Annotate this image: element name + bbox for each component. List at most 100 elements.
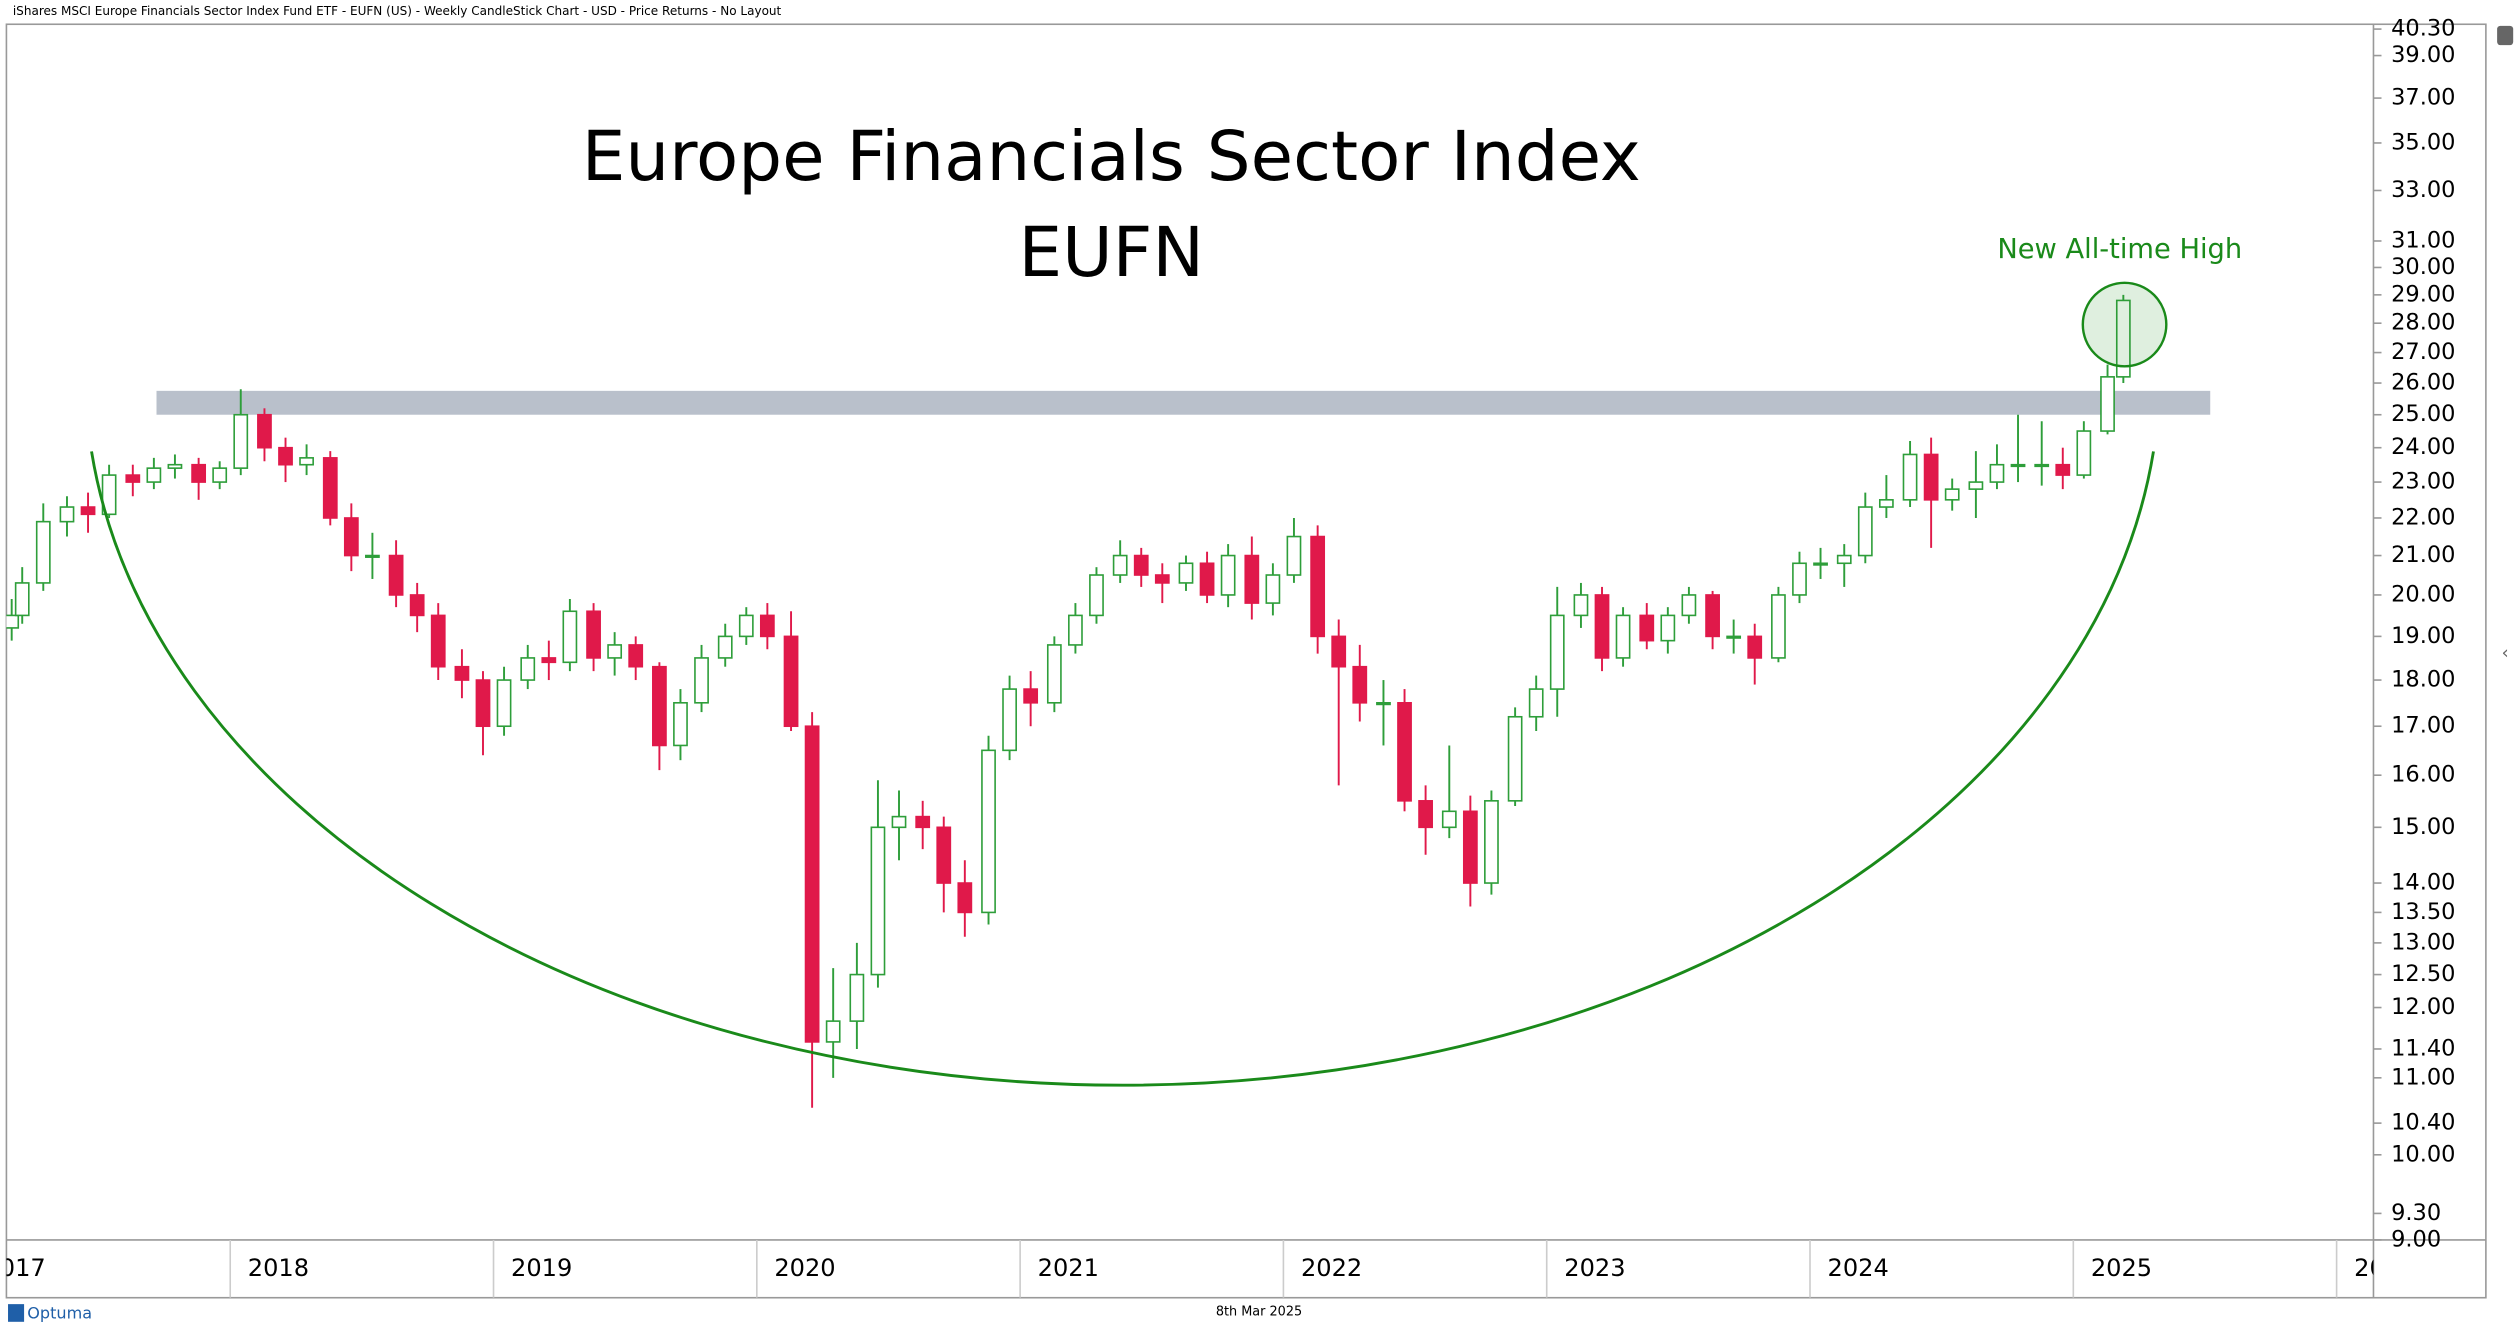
candle-body [1418, 800, 1433, 829]
candle-body [257, 413, 272, 449]
candle-body [1771, 594, 1786, 659]
candle-body [322, 457, 338, 519]
candle-body [6, 614, 20, 629]
header: iShares MSCI Europe Financials Sector In… [13, 4, 782, 18]
candle-body [2010, 463, 2026, 468]
candle-body [1352, 665, 1368, 704]
y-tick-label: 28.00 [2391, 310, 2455, 336]
candle-body [804, 725, 820, 1043]
candle-body [1244, 554, 1260, 604]
candle-body [1199, 562, 1215, 596]
y-tick-label: 20.00 [2391, 581, 2455, 607]
chart-subtitle: EUFN [1018, 213, 1204, 293]
y-tick-label: 12.00 [2391, 994, 2455, 1020]
y-tick-label: 31.00 [2391, 227, 2455, 253]
y-tick-label: 29.00 [2391, 281, 2455, 307]
y-tick-label: 10.40 [2391, 1110, 2455, 1136]
y-tick-label: 16.00 [2391, 762, 2455, 788]
candle-body [759, 614, 775, 638]
y-tick-label: 14.00 [2391, 870, 2455, 896]
candle-body [652, 665, 667, 747]
x-tick-label: 2021 [1038, 1254, 1099, 1282]
frame [5, 23, 2487, 1299]
candle-body [1462, 810, 1478, 884]
candle-body [343, 517, 359, 557]
candle-body [1944, 488, 1960, 501]
highlight-circle [2081, 281, 2168, 368]
candle-body [849, 973, 865, 1022]
candle-body [1046, 644, 1062, 704]
candle-body [59, 506, 75, 523]
x-tick-label: 2022 [1301, 1254, 1362, 1282]
chart-title: Europe Financials Sector Index [582, 117, 1641, 197]
x-tick-label: 2024 [1828, 1254, 1889, 1282]
cup-arc [90, 451, 2155, 1087]
y-tick-label: 25.00 [2391, 401, 2455, 427]
y-tick-label: 40.30 [2391, 16, 2455, 42]
candle-body [101, 474, 117, 516]
candle-body [1726, 635, 1742, 639]
candle-body [541, 657, 557, 664]
y-tick-label: 10.00 [2391, 1141, 2455, 1167]
candle-body [191, 463, 207, 483]
candle-body [783, 635, 799, 728]
resistance-band [156, 390, 2211, 415]
candle-body [1878, 499, 1894, 508]
candle-body [1133, 554, 1149, 576]
candle-body [1154, 574, 1170, 584]
candle-body [233, 413, 249, 469]
lock-icon[interactable] [2497, 25, 2514, 46]
y-tick-label: 11.00 [2391, 1064, 2455, 1090]
candle-body [2115, 299, 2131, 378]
candle-body [146, 467, 162, 483]
candle-body [1747, 635, 1763, 659]
x-tick-label: 2023 [1564, 1254, 1625, 1282]
candle-body [1615, 614, 1631, 659]
candle-body [2034, 463, 2050, 468]
x-tick-label: 2025 [2091, 1254, 2152, 1282]
candle-body [1507, 715, 1523, 802]
candle-body [1089, 574, 1104, 617]
candle-body [1549, 614, 1565, 690]
candle-body [80, 506, 96, 516]
candle-body [1989, 463, 2005, 483]
candle-body [870, 826, 886, 976]
candle-body [2076, 430, 2092, 476]
candle-body [1639, 614, 1655, 642]
y-tick-label: 30.00 [2391, 254, 2455, 280]
candle-body [1836, 554, 1852, 565]
y-tick-label: 35.00 [2391, 129, 2455, 155]
y-tick-label: 24.00 [2391, 434, 2455, 460]
y-tick-label: 15.00 [2391, 814, 2455, 840]
y-tick-label: 33.00 [2391, 177, 2455, 203]
footer-date: 8th Mar 2025 [1216, 1305, 1302, 1320]
y-tick-label: 12.50 [2391, 961, 2455, 987]
y-tick-label: 22.00 [2391, 504, 2455, 530]
candle-body [1923, 453, 1939, 501]
candle-body [1902, 453, 1918, 501]
x-axis: 2017 2018 2019 2020 2021 2022 2023 2024 2025 2026 [6, 1239, 2373, 1298]
y-tick-label: 37.00 [2391, 85, 2455, 111]
candle-body [430, 614, 446, 668]
y-tick-label: 19.00 [2391, 623, 2455, 649]
plot-area [6, 294, 2211, 1108]
candle-body [694, 657, 709, 704]
x-tick-label: 2019 [511, 1254, 572, 1282]
annotation: New All-time High [1997, 234, 2242, 265]
y-tick-label: 39.00 [2391, 42, 2455, 68]
y-tick-label: 13.50 [2391, 899, 2455, 925]
candle-body [957, 882, 973, 914]
y-tick-label: 18.00 [2391, 667, 2455, 693]
y-tick-label: 9.30 [2391, 1200, 2441, 1226]
candle-body [365, 554, 380, 558]
y-tick-label: 21.00 [2391, 542, 2455, 568]
collapse-arrow[interactable]: ‹ [2502, 644, 2509, 664]
candle-body [125, 474, 141, 483]
candle-body [1310, 535, 1326, 638]
candle-body [1331, 635, 1347, 668]
candle-body [2055, 463, 2071, 476]
